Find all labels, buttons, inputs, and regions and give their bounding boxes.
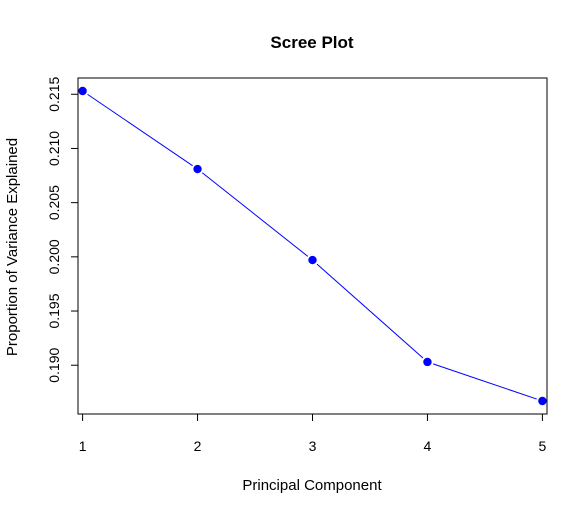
data-point	[538, 396, 547, 406]
y-tick-label: 0.215	[46, 77, 62, 112]
x-tick-label: 2	[194, 438, 202, 454]
y-tick-label: 0.190	[46, 348, 62, 383]
x-axis-label: Principal Component	[242, 477, 382, 494]
y-axis-label: Proportion of Variance Explained	[4, 138, 21, 356]
data-point	[308, 255, 317, 265]
y-axis: 0.190 0.195 0.200 0.205 0.210 0.215	[46, 77, 79, 383]
series-line-group	[87, 93, 537, 400]
series-line-segment	[432, 363, 537, 400]
y-tick-label: 0.200	[46, 239, 62, 274]
x-axis: 1 2 3 4 5	[79, 413, 547, 454]
data-point	[193, 164, 202, 174]
x-tick-label: 4	[424, 438, 432, 454]
plot-frame	[77, 77, 548, 415]
y-tick-label: 0.210	[46, 131, 62, 166]
x-tick-label: 3	[309, 438, 317, 454]
x-tick-label: 1	[79, 438, 87, 454]
chart-title: Scree Plot	[270, 33, 353, 52]
series-points-group	[78, 86, 547, 406]
series-line-segment	[87, 93, 193, 167]
series-line-segment	[201, 172, 309, 257]
data-point	[423, 357, 432, 367]
x-tick-label: 5	[539, 438, 547, 454]
y-tick-label: 0.205	[46, 185, 62, 220]
series-line-segment	[316, 263, 424, 359]
data-point	[78, 86, 87, 96]
y-tick-label: 0.195	[46, 293, 62, 328]
